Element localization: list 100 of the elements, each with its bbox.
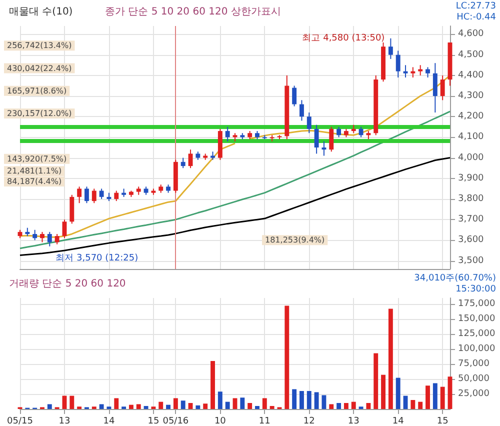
candlestick (114, 190, 119, 202)
bar (344, 403, 348, 409)
annotation: 84,187(4.4%) (7, 177, 62, 186)
bar (225, 402, 230, 409)
candlestick (358, 126, 364, 138)
chart-subtitle: 거래량 단순 5 20 60 120 (9, 278, 126, 290)
x-tick-label: 14 (392, 416, 404, 426)
bar (210, 361, 215, 409)
y-tick-label: 50,000 (458, 374, 490, 384)
bar (173, 398, 178, 409)
bar (70, 396, 74, 409)
text: 34,010주(60.70%) (414, 274, 496, 284)
bar (336, 403, 342, 409)
bar (306, 391, 312, 409)
y-tick-label: 150,000 (458, 314, 496, 324)
text: HC:-0.44 (456, 12, 496, 22)
bar (381, 374, 386, 409)
annotation: 최고 4,580 (13:50) (302, 33, 385, 44)
y-tick-label: 3,900 (458, 173, 484, 184)
candlestick (99, 188, 104, 200)
y-tick-label: 4,000 (458, 152, 484, 163)
candlestick (418, 64, 423, 76)
bar (218, 392, 222, 409)
candlestick (410, 66, 416, 78)
bar (158, 402, 164, 409)
bar (255, 406, 260, 409)
text: LC:27.73 (456, 2, 496, 12)
chart-title: 매물대 수(10) (9, 6, 73, 18)
bar (314, 392, 319, 409)
y-tick-label: 3,600 (458, 235, 484, 246)
candlestick (329, 126, 334, 152)
candlestick (77, 186, 82, 204)
bar (203, 404, 208, 409)
bar (240, 398, 245, 409)
bar (262, 398, 267, 409)
candlestick (225, 126, 230, 142)
annotation: 21,481(1.1%) (7, 166, 62, 176)
y-tick-label: 4,400 (458, 70, 484, 80)
y-tick-label: 100,000 (458, 344, 496, 354)
bar (374, 353, 378, 409)
y-tick-label: 75,000 (458, 359, 490, 369)
text: 15:30:00 (456, 284, 496, 294)
candlestick (388, 38, 393, 60)
bar (292, 389, 297, 409)
y-tick-label: 125,000 (458, 329, 496, 339)
y-tick-label: 3,700 (458, 214, 484, 225)
candlestick (40, 231, 44, 243)
y-tick-label: 25,000 (458, 389, 490, 399)
candlestick (84, 186, 89, 204)
y-tick-label: 175,000 (458, 299, 496, 309)
annotation: 최저 3,570 (12:25) (56, 253, 138, 264)
candlestick (54, 233, 60, 245)
bar (136, 404, 141, 409)
candlestick (92, 188, 96, 204)
bar (322, 395, 326, 409)
candlestick (62, 219, 67, 239)
candlestick (32, 229, 38, 241)
candlestick (396, 50, 400, 78)
annotation: 256,742(13.4%) (7, 41, 72, 50)
bar (128, 404, 134, 409)
x-tick-label: 05/16 (162, 416, 189, 426)
bar (196, 405, 200, 409)
bar (144, 406, 148, 409)
candlestick (314, 124, 319, 154)
bar (448, 376, 452, 409)
bar (47, 404, 52, 409)
bar (329, 404, 334, 409)
candlestick (336, 126, 342, 138)
annotation: 181,253(9.4%) (265, 236, 325, 245)
bar (366, 403, 371, 409)
annotation: 430,042(22.4%) (7, 64, 72, 73)
bar (426, 386, 430, 409)
candlestick (440, 74, 445, 101)
x-tick-label: 15 (436, 416, 448, 426)
chart-subtitle: 종가 단순 5 10 20 60 120 상한가표시 (105, 6, 281, 18)
bar (440, 386, 445, 409)
bar (410, 400, 416, 409)
bar (300, 391, 304, 409)
y-tick-label: 4,300 (458, 91, 484, 102)
x-tick-label: 14 (103, 416, 115, 426)
x-tick-label: 11 (258, 416, 270, 426)
bar (114, 398, 119, 409)
y-tick-label: 4,600 (458, 29, 484, 40)
candlestick (47, 231, 52, 247)
bar (188, 403, 193, 409)
bar (232, 398, 238, 409)
candlestick (322, 140, 326, 156)
bar (270, 406, 274, 409)
y-tick-label: 3,500 (458, 256, 484, 266)
candlestick (292, 85, 297, 107)
candlestick (432, 62, 438, 113)
bar (432, 383, 438, 409)
x-tick-label: 10 (214, 416, 226, 426)
x-tick-label: 13 (348, 416, 360, 426)
bar (180, 400, 186, 409)
candlestick (188, 149, 193, 169)
candlestick (306, 112, 312, 134)
candlestick (180, 157, 186, 169)
bar (396, 378, 400, 409)
y-tick-label: 4,100 (458, 132, 484, 142)
